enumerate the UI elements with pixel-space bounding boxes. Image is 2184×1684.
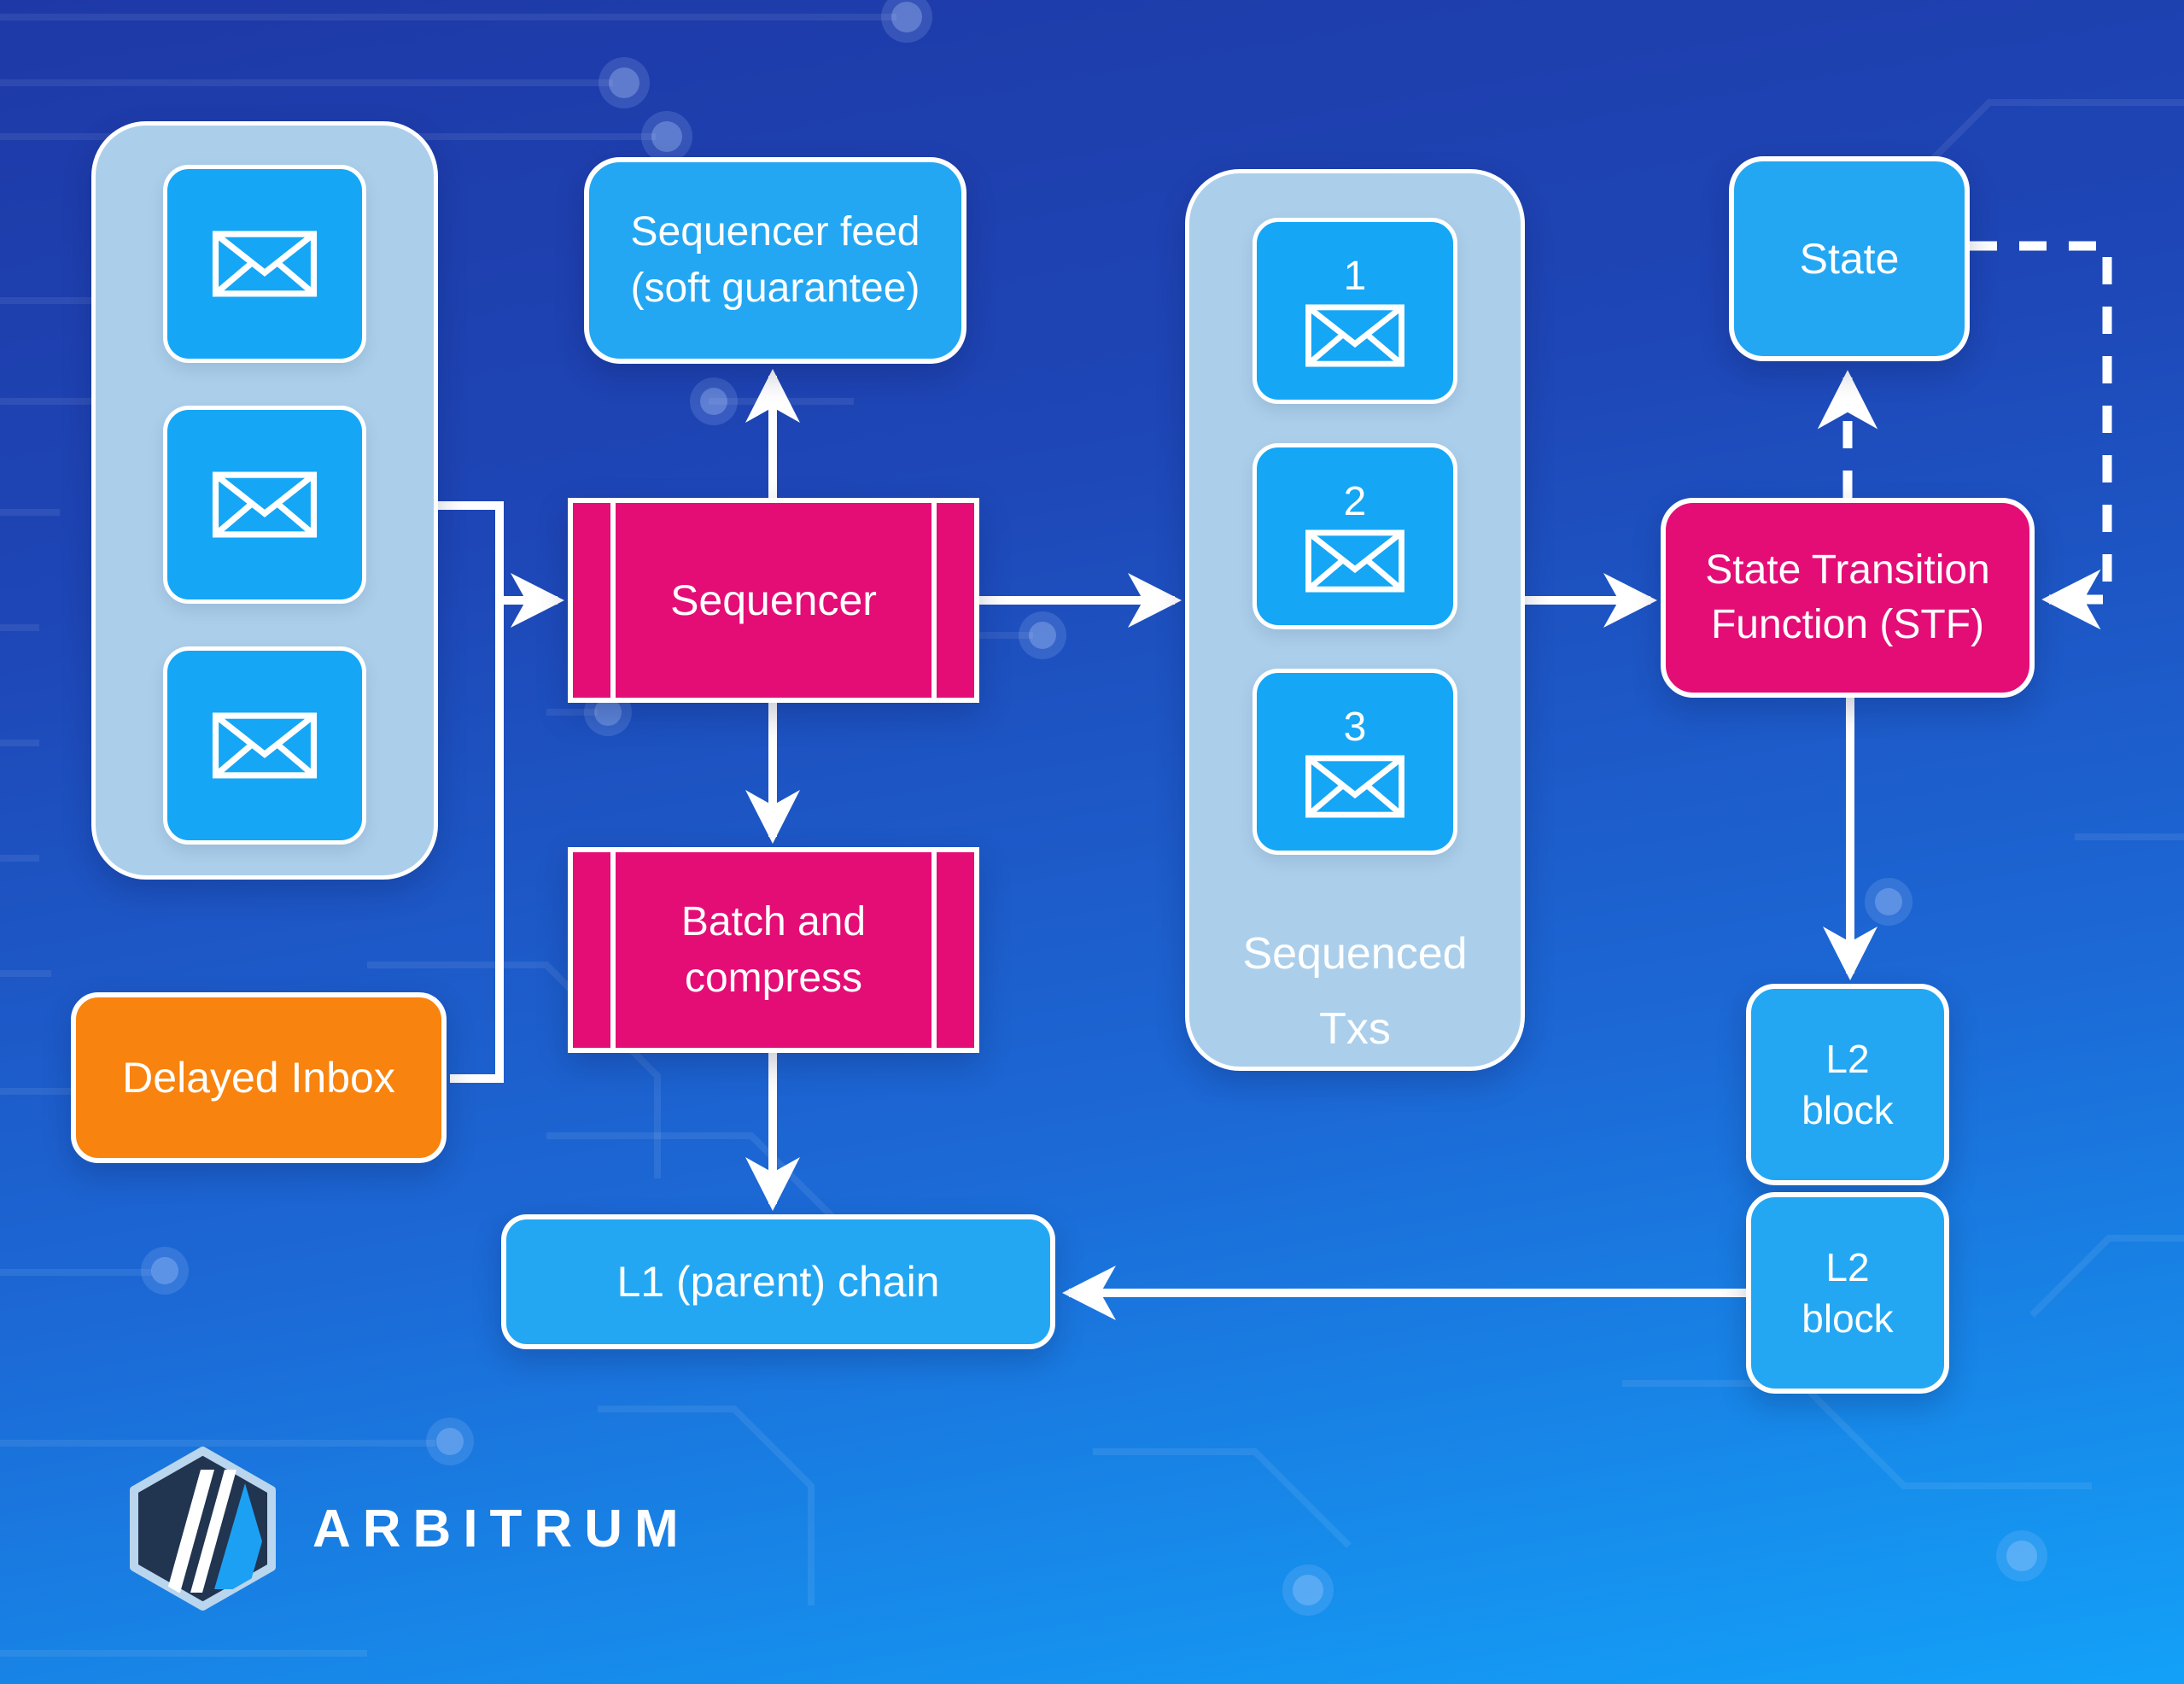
- envelope-icon: [212, 471, 318, 538]
- sequenced-txs-caption: Sequenced Txs: [1242, 916, 1467, 1067]
- tx-inbox-stack: [91, 121, 438, 880]
- batch-line1: Batch and: [680, 898, 867, 944]
- envelope-icon: [212, 712, 318, 779]
- process-rail: [931, 503, 937, 698]
- l1-parent-chain-box: L1 (parent) chain: [501, 1214, 1055, 1349]
- state-label: State: [1799, 235, 1900, 283]
- envelope-icon: [1305, 529, 1404, 593]
- connector-inbox-and-delayed-trunk: [435, 501, 504, 1083]
- sequencer-feed-line2: (soft guarantee): [630, 266, 920, 311]
- stf-line2: Function (STF): [1710, 602, 1985, 647]
- state-box: State: [1729, 156, 1970, 361]
- sequencer-box: Sequencer: [568, 498, 979, 703]
- sequenced-txs-caption-line1: Sequenced: [1242, 929, 1468, 979]
- process-rail: [931, 852, 937, 1048]
- process-rail: [610, 852, 616, 1048]
- l2-block-line1: L2: [1825, 1245, 1870, 1289]
- tx-tile: [163, 646, 366, 845]
- l2-block-line1: L2: [1825, 1037, 1870, 1081]
- arrow-state-to-stf-dashed: [1970, 241, 2112, 630]
- delayed-inbox-label: Delayed Inbox: [122, 1054, 395, 1102]
- l2-block-box: L2 block: [1746, 1192, 1949, 1394]
- tx-tile: [163, 406, 366, 604]
- arbitrum-wordmark: ARBITRUM: [312, 1500, 691, 1558]
- envelope-icon: [212, 231, 318, 297]
- process-rail: [610, 503, 616, 698]
- l2-block-box: L2 block: [1746, 984, 1949, 1185]
- envelope-icon: [1305, 304, 1404, 367]
- sequencer-feed-line1: Sequencer feed: [630, 209, 920, 254]
- batch-and-compress-box: Batch and compress: [568, 847, 979, 1053]
- stf-line1: State Transition: [1705, 547, 1990, 593]
- sequenced-txs-stack: 1 2 3 Sequenced Txs: [1185, 169, 1525, 1071]
- sequenced-tx-tile: 1: [1253, 218, 1457, 404]
- state-transition-function-box: State Transition Function (STF): [1661, 498, 2035, 698]
- arbitrum-logo: ARBITRUM: [126, 1446, 679, 1611]
- sequenced-tx-tile: 3: [1253, 669, 1457, 855]
- l2-block-line2: block: [1802, 1296, 1894, 1341]
- tx-number: 3: [1343, 705, 1367, 750]
- delayed-inbox-box: Delayed Inbox: [71, 992, 447, 1163]
- arbitrum-shield-icon: [130, 1447, 276, 1611]
- sequenced-tx-tile: 2: [1253, 443, 1457, 629]
- sequenced-txs-caption-line2: Txs: [1319, 1004, 1391, 1054]
- tx-tile: [163, 165, 366, 363]
- sequencer-feed-box: Sequencer feed (soft guarantee): [584, 157, 966, 364]
- batch-line2: compress: [684, 955, 863, 1001]
- l2-block-line2: block: [1802, 1088, 1894, 1132]
- l1-chain-label: L1 (parent) chain: [616, 1258, 940, 1306]
- sequencer-label: Sequencer: [670, 576, 877, 624]
- tx-number: 2: [1343, 479, 1367, 524]
- tx-number: 1: [1343, 254, 1367, 299]
- envelope-icon: [1305, 755, 1404, 818]
